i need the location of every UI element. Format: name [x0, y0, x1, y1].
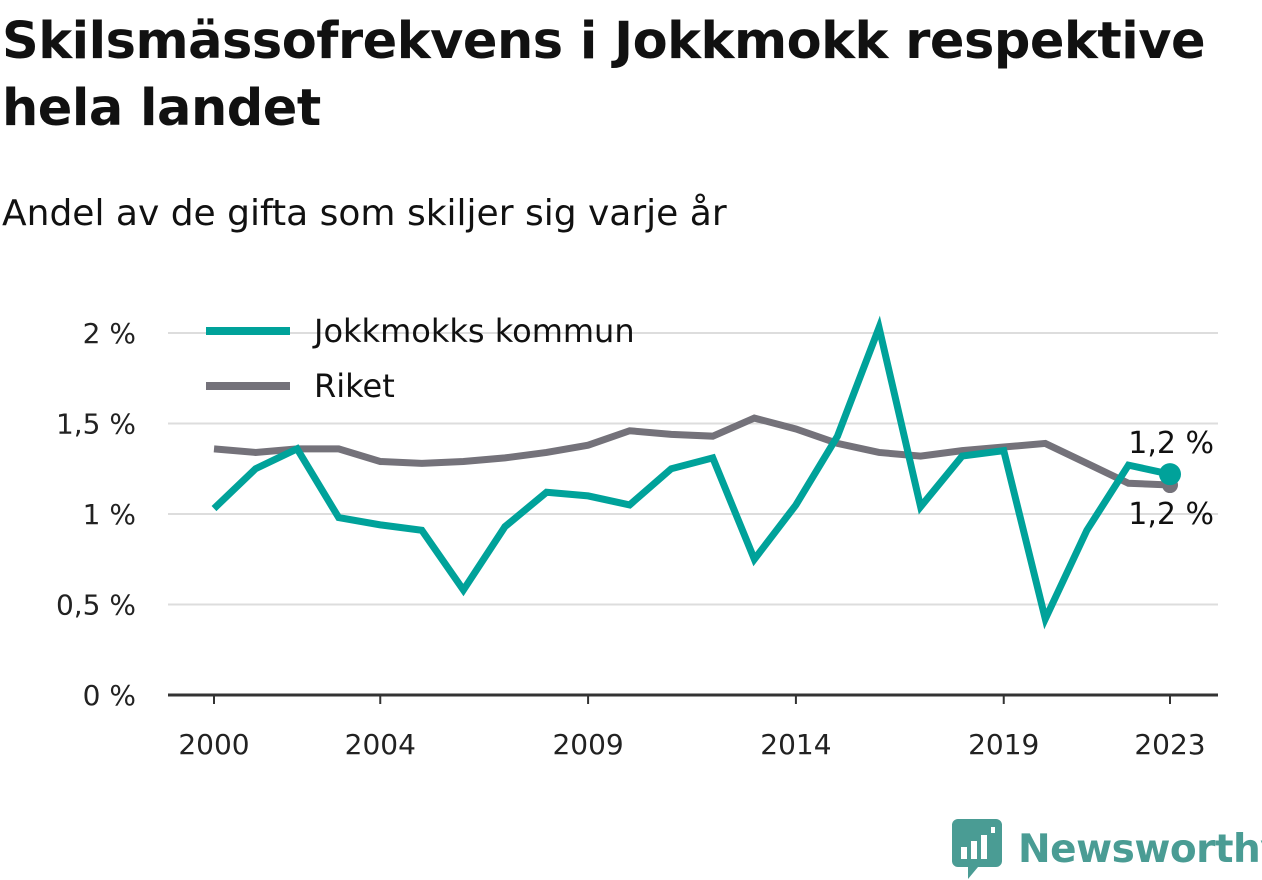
chart-title: Skilsmässofrekvens i Jokkmokk respektive… [2, 12, 1206, 138]
x-tick-label: 2023 [1134, 728, 1205, 761]
chart-subtitle: Andel av de gifta som skiljer sig varje … [2, 193, 727, 234]
brand-name: Newsworthy [1018, 826, 1262, 872]
series-line-1 [213, 414, 1171, 489]
y-tick-label: 1,5 % [56, 408, 136, 441]
x-tick-label: 2014 [760, 728, 831, 761]
series-line-0 [211, 315, 1171, 630]
end-label: 1,2 % [1128, 426, 1214, 461]
x-tick-label: 2000 [178, 728, 249, 761]
y-tick-label: 2 % [83, 317, 136, 350]
series-end-point-0 [1159, 463, 1181, 486]
y-tick-label: 0,5 % [56, 589, 136, 622]
series-lines [211, 315, 1181, 630]
y-tick-label: 1 % [83, 498, 136, 531]
bar-chart-icon [952, 819, 1002, 879]
legend-label: Jokkmokks kommun [312, 312, 635, 350]
end-label: 1,2 % [1128, 497, 1214, 532]
end-labels: 1,2 % 1,2 % [1128, 426, 1214, 532]
legend: Jokkmokks kommun Riket [206, 312, 635, 405]
y-axis-labels: 0 % 0,5 % 1 % 1,5 % 2 % [56, 317, 136, 712]
x-tick-label: 2009 [552, 728, 623, 761]
x-tick-label: 2004 [345, 728, 416, 761]
x-tick-label: 2019 [968, 728, 1039, 761]
y-tick-label: 0 % [83, 679, 136, 712]
newsworthy-logo: Newsworthy [952, 818, 1262, 880]
legend-label: Riket [314, 367, 395, 405]
x-axis: 2000 2004 2009 2014 2019 2023 [168, 693, 1218, 761]
